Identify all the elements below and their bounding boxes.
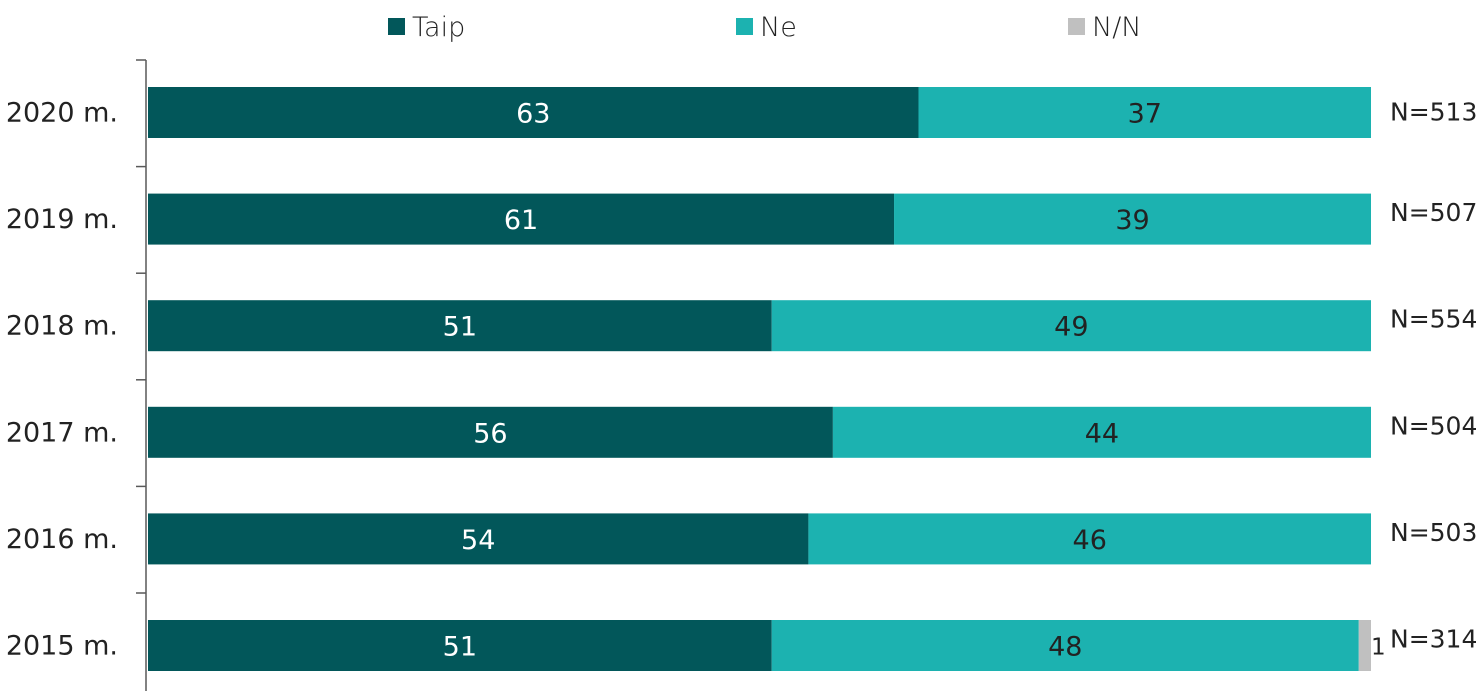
category-label: 2019 m.	[6, 204, 118, 235]
bar-taip	[148, 513, 809, 565]
bar-taip	[148, 620, 772, 671]
bar-ne	[832, 406, 1371, 458]
bar-taip	[148, 193, 895, 245]
data-label: 49	[1054, 312, 1088, 343]
data-label: 56	[473, 418, 507, 449]
legend-label-taip: Taip	[412, 12, 465, 43]
n-label: N=504	[1390, 411, 1477, 440]
data-label: 44	[1085, 418, 1119, 449]
bar-ne	[808, 513, 1371, 565]
labels: 2020 m. 63 37 N=513 2019 m. 61 39 N=507 2018 m. 5…	[6, 98, 1478, 663]
bar-taip	[148, 87, 919, 138]
bars	[148, 87, 1371, 671]
legend-swatch-ne	[736, 18, 753, 35]
data-label: 54	[461, 525, 495, 556]
legend: Taip Ne N/N	[388, 12, 1142, 43]
n-label: N=554	[1390, 305, 1477, 334]
data-label: 63	[516, 99, 550, 130]
category-label: 2020 m.	[6, 98, 118, 129]
bar-ne	[918, 87, 1371, 138]
legend-label-n-n: N/N	[1092, 12, 1142, 43]
category-axis	[136, 59, 147, 691]
data-label: 51	[443, 632, 477, 663]
category-label: 2015 m.	[6, 631, 118, 662]
data-label: 1	[1371, 635, 1386, 661]
n-label: N=507	[1390, 198, 1477, 227]
bar-taip	[148, 406, 833, 458]
legend-label-ne: Ne	[760, 12, 797, 43]
legend-swatch-taip	[388, 18, 405, 35]
data-label: 37	[1128, 99, 1162, 130]
legend-swatch-n-n	[1068, 18, 1085, 35]
category-label: 2017 m.	[6, 417, 118, 448]
bar-taip	[148, 300, 772, 352]
bar-ne	[894, 193, 1371, 245]
data-label: 46	[1073, 525, 1107, 556]
n-label: N=503	[1390, 518, 1477, 547]
bar-n-n	[1358, 620, 1371, 671]
category-label: 2018 m.	[6, 311, 118, 342]
n-label: N=314	[1390, 625, 1477, 654]
data-label: 39	[1115, 205, 1149, 236]
data-label: 51	[443, 312, 477, 343]
bar-ne	[771, 620, 1359, 671]
data-label: 61	[504, 205, 538, 236]
n-label: N=513	[1390, 98, 1477, 127]
category-label: 2016 m.	[6, 524, 118, 555]
data-label: 48	[1048, 632, 1082, 663]
bar-ne	[771, 300, 1371, 352]
